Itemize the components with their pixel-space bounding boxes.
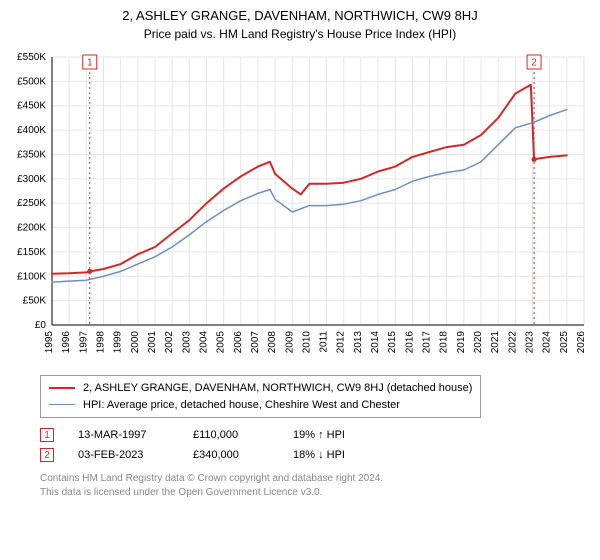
svg-text:2016: 2016 [404,331,415,354]
svg-text:£0: £0 [35,320,47,331]
chart-title: 2, ASHLEY GRANGE, DAVENHAM, NORTHWICH, C… [0,8,600,23]
svg-text:£400K: £400K [17,125,46,136]
svg-text:2001: 2001 [147,331,158,354]
svg-text:£250K: £250K [17,198,46,209]
svg-text:£300K: £300K [17,174,46,185]
sale-delta: 18% ↓ HPI [293,449,345,461]
svg-text:£150K: £150K [17,247,46,258]
svg-text:1997: 1997 [78,331,89,354]
footer-line-2: This data is licensed under the Open Gov… [40,486,600,500]
legend-label: 2, ASHLEY GRANGE, DAVENHAM, NORTHWICH, C… [83,380,472,397]
svg-text:1995: 1995 [44,331,55,354]
sale-row: 1 13-MAR-1997£110,00019% ↑ HPI [40,428,600,442]
svg-text:2018: 2018 [439,331,450,354]
svg-text:1999: 1999 [113,331,124,354]
svg-text:£100K: £100K [17,271,46,282]
svg-text:2022: 2022 [507,331,518,354]
sale-date: 03-FEB-2023 [78,449,193,461]
svg-text:2003: 2003 [181,331,192,354]
svg-text:2007: 2007 [250,331,261,354]
svg-text:2012: 2012 [336,331,347,354]
svg-text:£500K: £500K [17,76,46,87]
svg-text:2023: 2023 [525,331,536,354]
svg-text:2015: 2015 [387,331,398,354]
sale-date: 13-MAR-1997 [78,429,193,441]
svg-text:2024: 2024 [542,331,553,354]
sale-marker: 1 [40,428,54,442]
svg-text:2010: 2010 [301,331,312,354]
legend-swatch [49,387,75,389]
svg-text:2000: 2000 [130,331,141,354]
svg-text:1: 1 [87,58,93,69]
footer-line-1: Contains HM Land Registry data © Crown c… [40,472,600,486]
svg-text:2009: 2009 [284,331,295,354]
legend-label: HPI: Average price, detached house, Ches… [83,397,400,414]
svg-text:£50K: £50K [23,296,47,307]
chart-svg: £0 £50K £100K £150K £200K £250K £300K £350K £400… [8,47,592,367]
sale-list: 1 13-MAR-1997£110,00019% ↑ HPI 2 03-FEB-202… [0,428,600,462]
chart-subtitle: Price paid vs. HM Land Registry's House … [0,27,600,41]
sale-marker: 2 [40,448,54,462]
svg-text:2004: 2004 [198,331,209,354]
legend: 2, ASHLEY GRANGE, DAVENHAM, NORTHWICH, C… [40,375,481,418]
svg-text:2006: 2006 [233,331,244,354]
legend-item: 2, ASHLEY GRANGE, DAVENHAM, NORTHWICH, C… [49,380,472,397]
svg-text:2020: 2020 [473,331,484,354]
plot-area: £0 £50K £100K £150K £200K £250K £300K £350K £400… [8,47,592,367]
sale-price: £110,000 [193,429,293,441]
svg-text:2025: 2025 [559,331,570,354]
svg-text:£350K: £350K [17,149,46,160]
svg-text:2008: 2008 [267,331,278,354]
sale-row: 2 03-FEB-2023£340,00018% ↓ HPI [40,448,600,462]
svg-text:2013: 2013 [353,331,364,354]
legend-item: HPI: Average price, detached house, Ches… [49,397,472,414]
footer: Contains HM Land Registry data © Crown c… [40,472,600,500]
sale-delta: 19% ↑ HPI [293,429,345,441]
svg-text:1996: 1996 [61,331,72,354]
svg-text:2021: 2021 [490,331,501,354]
svg-text:2005: 2005 [216,331,227,354]
svg-text:£200K: £200K [17,223,46,234]
svg-text:2002: 2002 [164,331,175,354]
svg-text:2011: 2011 [319,331,330,353]
svg-text:£550K: £550K [17,52,46,63]
svg-text:£450K: £450K [17,101,46,112]
svg-text:2019: 2019 [456,331,467,354]
svg-text:1998: 1998 [95,331,106,354]
svg-text:2: 2 [531,58,537,69]
svg-text:2014: 2014 [370,331,381,354]
chart-wrapper: 2, ASHLEY GRANGE, DAVENHAM, NORTHWICH, C… [0,8,600,500]
sale-price: £340,000 [193,449,293,461]
svg-text:2026: 2026 [576,331,587,354]
svg-text:2017: 2017 [422,331,433,354]
legend-swatch [49,404,75,405]
